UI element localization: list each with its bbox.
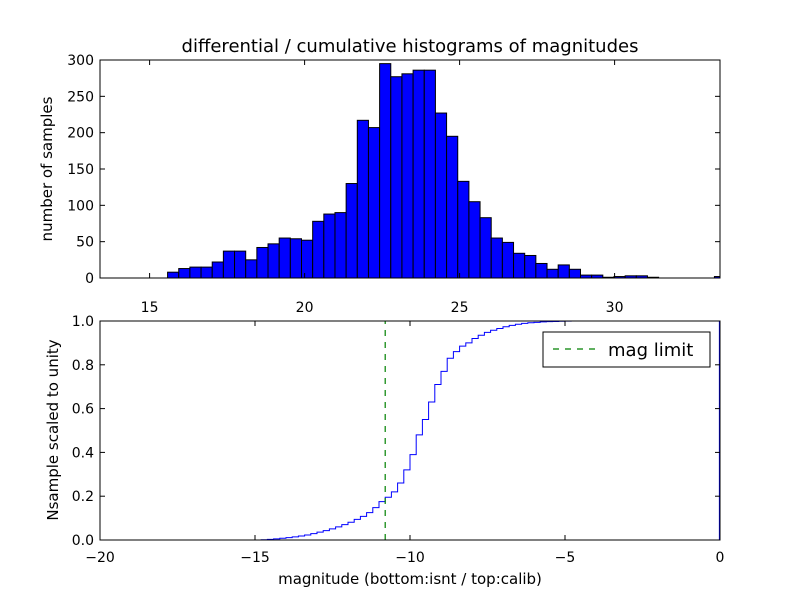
histogram-bar xyxy=(256,246,269,279)
cumulative-lines xyxy=(100,320,720,541)
y-tick-label: 200 xyxy=(67,126,94,142)
top-axis-ticks: 0 50 100 150 200 250 300 15 20 25 30 xyxy=(67,53,720,316)
histogram-bar xyxy=(434,112,448,279)
histogram-bar xyxy=(568,268,582,279)
y-tick-label: 0.0 xyxy=(72,533,94,549)
x-tick-label: 30 xyxy=(606,300,624,316)
histogram-bar xyxy=(189,266,202,279)
x-tick-label: 25 xyxy=(451,300,469,316)
histogram-bar xyxy=(267,243,280,279)
histogram-bar xyxy=(423,69,436,279)
histogram-bar xyxy=(379,63,392,279)
histogram-bar xyxy=(200,266,213,279)
x-tick-label: 0 xyxy=(716,550,725,566)
y-tick-label: 150 xyxy=(67,162,94,178)
y-tick-label: 0.2 xyxy=(72,489,94,505)
histogram-bar xyxy=(222,250,236,279)
histogram-bar xyxy=(479,217,492,279)
y-tick-label: 0.4 xyxy=(72,445,94,461)
histogram-bar xyxy=(356,119,369,279)
histogram-bar xyxy=(234,250,247,279)
cumulative-step-line xyxy=(100,320,720,541)
histogram-bar xyxy=(557,264,570,279)
y-tick-label: 0.8 xyxy=(72,358,94,374)
x-tick-label: 15 xyxy=(141,300,159,316)
bottom-xlabel: magnitude (bottom:isnt / top:calib) xyxy=(278,570,542,588)
histogram-bar xyxy=(367,127,381,279)
histogram-bar xyxy=(457,180,470,279)
bottom-axis-ticks: 0.0 0.2 0.4 0.6 0.8 1.0 −20 −15 −10 −5 0 xyxy=(72,314,725,566)
histogram-bar xyxy=(345,183,358,279)
histogram-bar xyxy=(401,73,414,279)
histogram-bar xyxy=(289,238,302,279)
x-tick-label: −10 xyxy=(395,550,425,566)
histogram-bar xyxy=(245,259,258,279)
histogram-bar xyxy=(501,241,515,279)
y-tick-label: 50 xyxy=(76,235,94,251)
y-tick-label: 0 xyxy=(85,271,94,287)
bottom-ylabel: Nsample scaled to unity xyxy=(44,339,62,520)
histogram-bar xyxy=(535,262,548,279)
histogram-bar xyxy=(446,135,459,279)
y-tick-label: 250 xyxy=(67,89,94,105)
histogram-bar xyxy=(412,69,425,279)
histogram-bar xyxy=(312,220,325,279)
top-histogram: 0 50 100 150 200 250 300 15 20 25 30 differential … xyxy=(38,36,721,316)
histogram-bar xyxy=(490,237,503,279)
histogram-bar xyxy=(278,237,291,279)
top-ylabel: number of samples xyxy=(38,96,56,241)
histogram-bar xyxy=(323,213,336,279)
histogram-bar xyxy=(301,239,314,279)
legend: mag limit xyxy=(542,331,711,368)
histogram-bar xyxy=(178,268,191,279)
histogram-bar xyxy=(211,261,224,279)
bottom-cumulative: 0.0 0.2 0.4 0.6 0.8 1.0 −20 −15 −10 −5 0 magnitude… xyxy=(44,314,724,588)
y-tick-label: 1.0 xyxy=(72,314,94,330)
histogram-bar xyxy=(390,76,403,279)
x-tick-label: −20 xyxy=(85,550,115,566)
histogram-bar xyxy=(546,268,559,279)
histogram-bar xyxy=(524,254,537,279)
histogram-bar xyxy=(167,271,180,279)
x-tick-label: 20 xyxy=(296,300,314,316)
histogram-bar xyxy=(513,252,526,279)
legend-label: mag limit xyxy=(608,340,693,361)
y-tick-label: 0.6 xyxy=(72,402,94,418)
x-tick-label: −15 xyxy=(240,550,270,566)
chart-title: differential / cumulative histograms of … xyxy=(182,36,639,57)
histogram-bar xyxy=(468,201,481,279)
x-tick-label: −5 xyxy=(555,550,576,566)
y-tick-label: 100 xyxy=(67,198,94,214)
y-tick-label: 300 xyxy=(67,53,94,69)
histogram-bar xyxy=(334,212,347,279)
